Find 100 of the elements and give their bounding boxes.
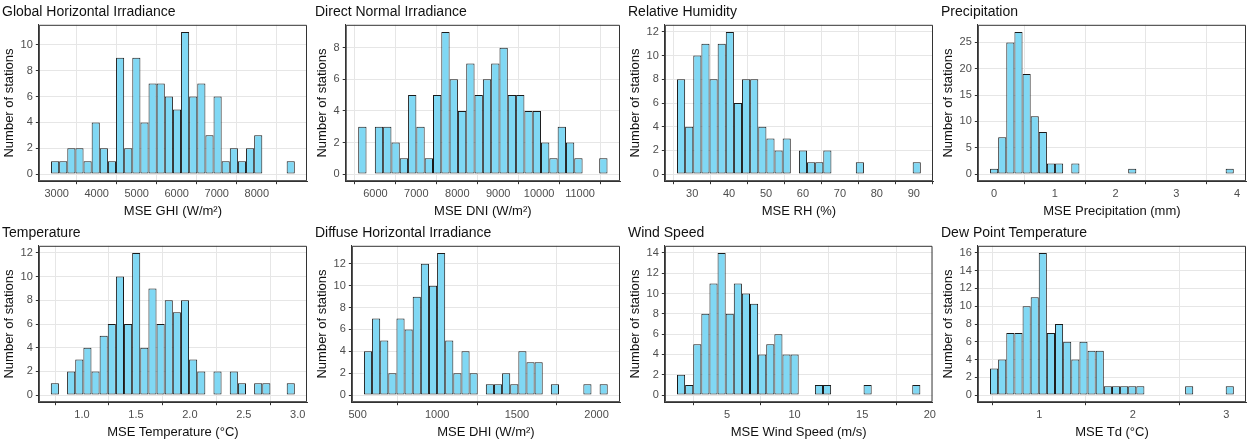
x-tick-label: 10000 — [523, 186, 555, 199]
y-tick-label: 14 — [646, 245, 659, 258]
y-tick-label: 4 — [26, 340, 33, 353]
x-axis-title: MSE Wind Speed (m/s) — [730, 423, 867, 439]
y-tick-label: 8 — [652, 72, 659, 85]
x-tick-label: 60 — [796, 186, 810, 199]
x-tick-label: 50 — [759, 186, 773, 199]
x-tick-label: 3 — [1173, 186, 1180, 199]
y-tick-label: 2 — [339, 366, 346, 379]
y-tick-label: 20 — [959, 61, 972, 74]
x-tick-label: 30 — [686, 186, 699, 199]
y-tick-label: 6 — [965, 334, 972, 347]
y-tick-label: 8 — [26, 63, 33, 76]
x-tick-label: 2 — [1129, 407, 1136, 420]
x-tick-label: 5000 — [124, 186, 149, 199]
x-tick-label: 90 — [907, 186, 920, 199]
x-tick-label: 9000 — [485, 186, 511, 199]
x-tick-label: 1.0 — [74, 407, 90, 420]
x-tick-label: 2.5 — [236, 407, 252, 420]
y-tick-label: 0 — [652, 388, 659, 401]
x-tick-label: 0 — [990, 186, 998, 199]
x-tick-label: 8000 — [244, 186, 270, 199]
x-tick-label: 70 — [833, 186, 847, 199]
x-tick-label: 2.0 — [182, 407, 198, 420]
y-tick-label: 12 — [959, 281, 972, 294]
x-tick-label: 4 — [1234, 186, 1241, 199]
y-tick-label: 6 — [26, 317, 33, 330]
y-axis-title: Number of stations — [1, 268, 17, 379]
x-tick-label: 6000 — [164, 186, 189, 199]
chart-title: Global Horizontal Irradiance — [2, 3, 176, 20]
y-axis-title: Number of stations — [1, 47, 17, 158]
chart-title: Wind Speed — [628, 224, 705, 241]
y-tick-label: 10 — [959, 299, 972, 312]
x-tick-label: 80 — [870, 186, 883, 199]
y-tick-label: 2 — [652, 143, 659, 156]
y-axis-title: Number of stations — [314, 47, 330, 158]
y-tick-label: 6 — [652, 96, 659, 109]
x-tick-label: 8000 — [445, 186, 470, 199]
y-tick-label: 2 — [652, 367, 659, 380]
y-tick-label: 10 — [20, 37, 33, 50]
x-tick-label: 2000 — [584, 407, 609, 420]
y-tick-label: 2 — [26, 364, 33, 377]
chart-title: Dew Point Temperature — [941, 224, 1088, 241]
y-tick-label: 12 — [20, 245, 33, 258]
x-axis-title: MSE RH (%) — [761, 202, 837, 218]
x-tick-label: 15 — [856, 407, 869, 420]
y-tick-label: 4 — [339, 344, 346, 357]
y-tick-label: 2 — [965, 370, 972, 383]
x-tick-label: 500 — [348, 407, 367, 420]
y-tick-label: 0 — [652, 167, 659, 180]
x-tick-label: 3.0 — [290, 407, 306, 420]
y-tick-label: 4 — [965, 352, 972, 365]
y-axis-title: Number of stations — [940, 47, 956, 158]
y-tick-label: 4 — [26, 115, 33, 128]
y-tick-label: 8 — [652, 306, 659, 319]
x-tick-label: 20 — [923, 407, 936, 420]
x-tick-label: 1 — [1036, 407, 1043, 420]
y-tick-label: 6 — [652, 327, 659, 340]
x-tick-label: 5 — [723, 407, 731, 420]
y-tick-label: 6 — [333, 72, 340, 85]
y-axis-title: Number of stations — [627, 268, 643, 379]
x-tick-label: 40 — [722, 186, 736, 199]
x-tick-label: 1500 — [504, 407, 530, 420]
x-tick-label: 7000 — [204, 186, 229, 199]
y-tick-label: 0 — [965, 167, 972, 180]
y-tick-label: 8 — [965, 317, 972, 330]
y-axis-title: Number of stations — [314, 268, 330, 379]
x-tick-label: 1000 — [425, 407, 450, 420]
y-tick-label: 0 — [26, 167, 33, 180]
x-axis-title: MSE DNI (W/m²) — [434, 202, 532, 218]
chart-title: Direct Normal Irradiance — [315, 3, 467, 20]
y-tick-label: 10 — [959, 114, 972, 127]
x-tick-label: 3 — [1223, 407, 1230, 420]
y-tick-label: 4 — [333, 103, 340, 116]
y-tick-label: 12 — [646, 266, 659, 279]
x-tick-label: 2 — [1112, 186, 1119, 199]
y-tick-label: 8 — [339, 300, 346, 313]
y-tick-label: 4 — [652, 119, 659, 132]
y-tick-label: 0 — [26, 388, 33, 401]
x-axis-title: MSE Precipitation (mm) — [1043, 202, 1181, 218]
chart-title: Precipitation — [941, 3, 1019, 20]
x-tick-label: 4000 — [84, 186, 109, 199]
y-tick-label: 2 — [26, 141, 33, 154]
y-tick-label: 10 — [20, 269, 33, 282]
x-tick-label: 1 — [1051, 186, 1058, 199]
y-tick-label: 16 — [959, 245, 972, 258]
y-tick-label: 8 — [333, 40, 340, 53]
x-tick-label: 11000 — [565, 186, 595, 199]
chart-title: Relative Humidity — [628, 3, 737, 20]
x-axis-title: MSE DHI (W/m²) — [437, 423, 535, 439]
y-tick-label: 8 — [26, 293, 33, 306]
x-tick-label: 3000 — [44, 186, 69, 199]
y-tick-label: 12 — [333, 256, 346, 269]
x-tick-label: 6000 — [363, 186, 388, 199]
y-tick-label: 0 — [339, 388, 346, 401]
y-tick-label: 10 — [646, 48, 659, 61]
y-tick-label: 15 — [959, 88, 972, 101]
y-tick-label: 4 — [652, 347, 659, 360]
chart-title: Diffuse Horizontal Irradiance — [315, 224, 492, 241]
y-tick-label: 2 — [333, 135, 340, 148]
